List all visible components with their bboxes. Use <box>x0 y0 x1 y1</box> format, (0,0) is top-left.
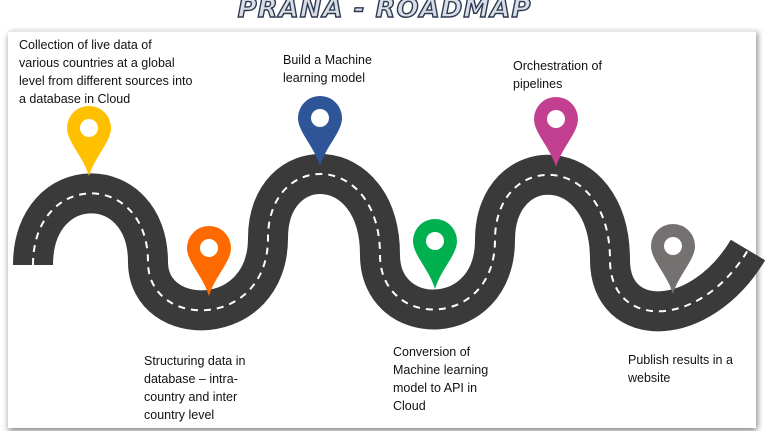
step-5-label: Orchestration of pipelines <box>513 59 602 91</box>
step-3-label: Build a Machine learning model <box>283 53 372 85</box>
road-center-dashes <box>32 173 749 313</box>
map-pin-icon <box>413 219 457 289</box>
step-6-label: Publish results in a website <box>628 353 733 385</box>
step-4-label: Conversion of Machine learning model to … <box>393 345 489 413</box>
map-pin-icon <box>298 96 342 166</box>
map-pin-icon <box>534 97 578 167</box>
page-title: PRANA - ROADMAP <box>237 0 532 25</box>
map-pin-icon <box>187 226 231 296</box>
map-pin-icon <box>67 105 111 176</box>
map-pin-icon <box>651 224 695 294</box>
step-1-label: Collection of live data of various count… <box>19 38 193 106</box>
step-2-label: Structuring data in database – intra-cou… <box>144 354 246 422</box>
road <box>13 154 766 332</box>
